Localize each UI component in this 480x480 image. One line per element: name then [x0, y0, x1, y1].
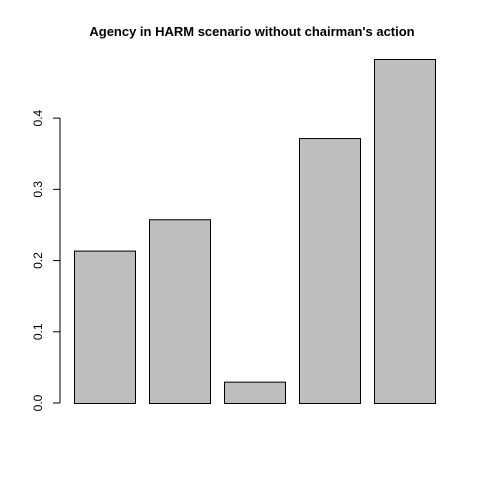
bar — [74, 250, 136, 404]
y-axis: 0.0 0.1 0.2 0.3 0.4 — [31, 109, 61, 411]
bar — [149, 219, 211, 404]
bar — [374, 59, 436, 404]
y-tick-label: 0.2 — [31, 252, 45, 269]
y-tick-label: 0.4 — [31, 109, 45, 126]
bar — [299, 138, 361, 404]
y-tick-label: 0.1 — [31, 323, 45, 340]
bar — [224, 381, 286, 405]
chart-title: Agency in HARM scenario without chairman… — [89, 24, 414, 39]
bars-group — [74, 59, 436, 405]
y-tick-label: 0.3 — [31, 181, 45, 198]
y-tick-label: 0.0 — [31, 394, 45, 411]
